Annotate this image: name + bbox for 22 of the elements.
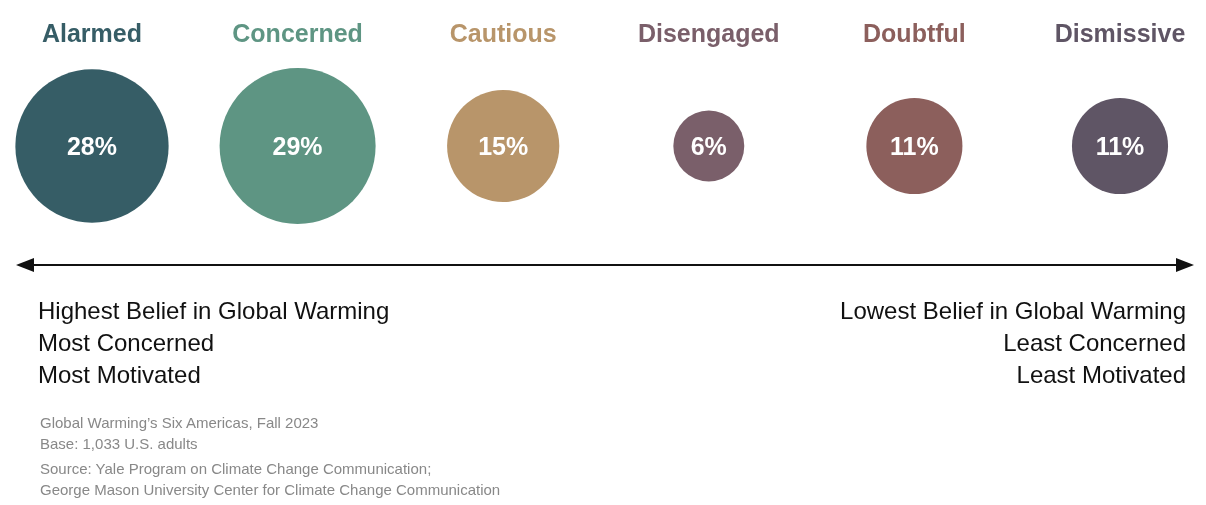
data-label: 11%	[890, 131, 939, 160]
category-label: Dismissive	[1054, 19, 1186, 47]
data-label: 11%	[1095, 131, 1145, 160]
text: Least Motivated	[1016, 361, 1186, 388]
text: George Mason University Center for Climate Change Communication	[40, 481, 501, 498]
category-label: Doubtful	[863, 19, 966, 47]
text: Most Motivated	[38, 361, 201, 388]
source-note: Source: Yale Program on Climate Change Communication;	[40, 460, 432, 477]
text: Least Concerned	[1003, 329, 1186, 356]
category-label: Cautious	[449, 19, 557, 47]
text: Base: 1,033 U.S. adults	[40, 435, 198, 452]
data-label: 6%	[690, 131, 727, 160]
category-label: Disengaged	[637, 19, 780, 47]
text: Highest Belief in Global Warming	[38, 297, 390, 324]
text: Global Warming’s Six Americas, Fall 2023	[40, 414, 319, 431]
data-label: 28%	[66, 131, 118, 160]
text: Most Concerned	[38, 329, 215, 356]
data-label: 29%	[272, 131, 323, 160]
text: Lowest Belief in Global Warming	[840, 297, 1186, 324]
category-label: Concerned	[232, 19, 363, 47]
category-label: Alarmed	[41, 19, 143, 47]
data-label: 15%	[478, 131, 529, 160]
